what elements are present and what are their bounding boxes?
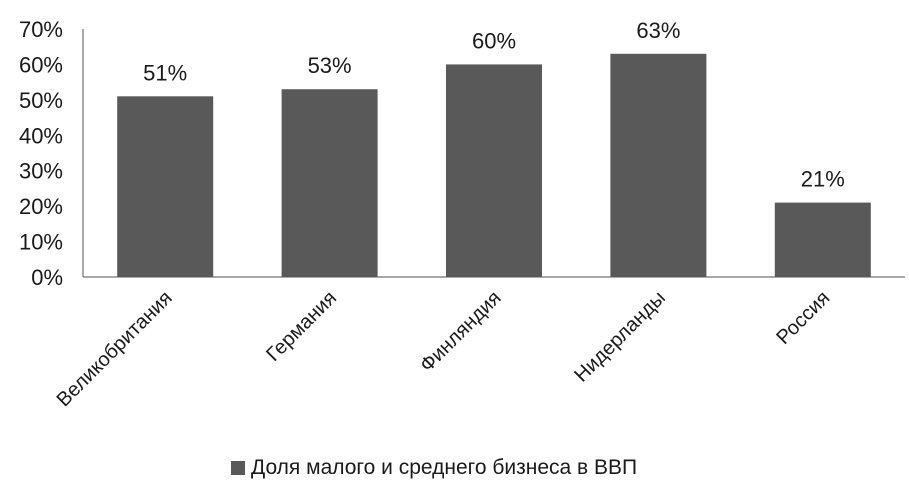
category-label: Великобритания — [53, 287, 177, 411]
y-tick-label: 50% — [19, 88, 63, 113]
y-tick-label: 30% — [19, 159, 63, 184]
category-label: Германия — [262, 287, 341, 366]
data-label: 53% — [308, 53, 352, 78]
y-tick-labels: 0% 10% 20% 30% 40% 50% 60% 70% — [19, 17, 63, 290]
y-tick-label: 20% — [19, 194, 63, 219]
bar — [610, 53, 707, 277]
data-labels: 51% 53% 60% 63% 21% — [143, 18, 845, 192]
y-tick-label: 60% — [19, 52, 63, 77]
bar — [774, 202, 871, 277]
legend-swatch — [231, 461, 245, 475]
data-label: 21% — [801, 167, 845, 192]
category-label: Россия — [772, 287, 834, 349]
category-labels: Великобритания Германия Финляндия Нидерланд… — [53, 287, 835, 411]
y-tick-label: 0% — [31, 265, 63, 290]
y-tick-label: 70% — [19, 17, 63, 42]
bar — [446, 64, 542, 277]
y-tick-label: 40% — [19, 123, 63, 148]
data-label: 60% — [472, 28, 516, 53]
bars — [117, 53, 871, 277]
bar — [281, 89, 378, 277]
y-tick-label: 10% — [19, 230, 63, 255]
legend: Доля малого и среднего бизнеса в ВВП — [231, 456, 637, 479]
category-label: Нидерланды — [570, 287, 670, 387]
bar — [117, 96, 214, 277]
category-label: Финляндия — [416, 287, 506, 377]
data-label: 51% — [143, 60, 187, 85]
legend-label: Доля малого и среднего бизнеса в ВВП — [251, 456, 637, 479]
data-label: 63% — [636, 18, 680, 43]
